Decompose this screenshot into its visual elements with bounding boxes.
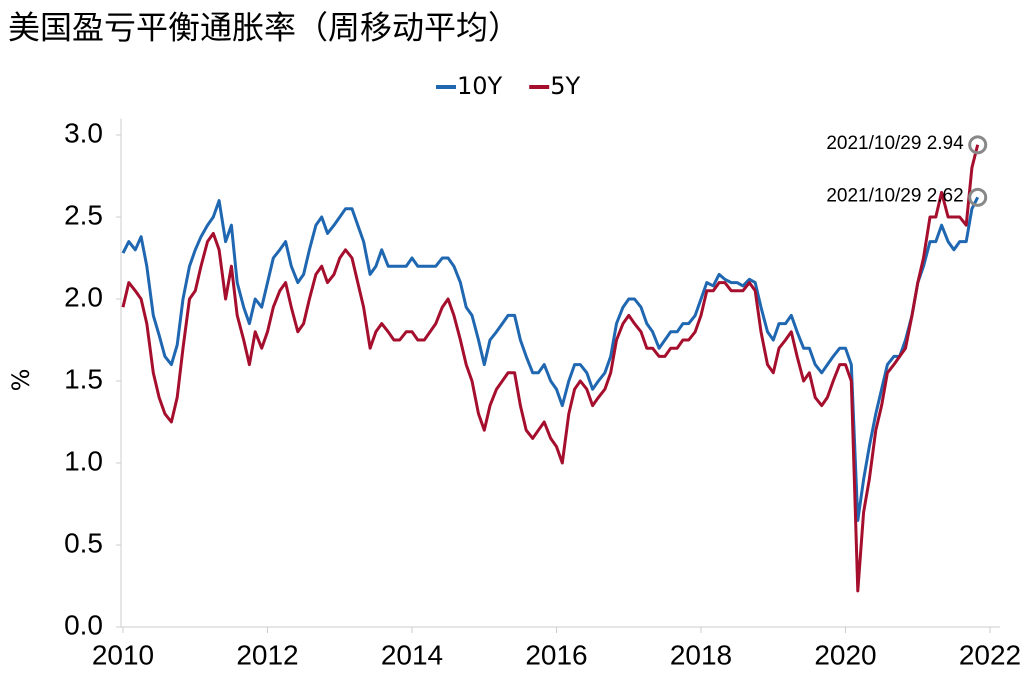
y-tick-label: 3.0 [64, 117, 103, 148]
y-tick-label: 0.5 [64, 527, 103, 558]
y-tick-label: 1.0 [64, 445, 103, 476]
x-tick-label: 2022 [959, 639, 1021, 670]
annotation-marker [968, 187, 988, 207]
chart-title: 美国盈亏平衡通胀率（周移动平均） [8, 9, 520, 47]
annotation-marker [968, 135, 988, 155]
x-tick-label: 2020 [814, 639, 876, 670]
legend-label: 10Y [457, 72, 503, 100]
y-tick-label: 0.0 [64, 609, 103, 640]
x-tick-label: 2018 [670, 639, 732, 670]
x-tick-label: 2016 [525, 639, 587, 670]
y-tick-label: 2.0 [64, 281, 103, 312]
x-tick-label: 2010 [92, 639, 154, 670]
y-axis-label: % [7, 369, 35, 392]
y-tick-label: 1.5 [64, 363, 103, 394]
series-line [121, 144, 980, 593]
y-tick-label: 2.5 [64, 199, 103, 230]
annotation: 2021/10/29 2.62 [826, 185, 963, 206]
legend-label: 5Y [550, 72, 580, 100]
x-tick-label: 2012 [236, 639, 298, 670]
x-tick-label: 2014 [381, 639, 443, 670]
series-line [121, 196, 980, 522]
annotation: 2021/10/29 2.94 [826, 133, 964, 154]
